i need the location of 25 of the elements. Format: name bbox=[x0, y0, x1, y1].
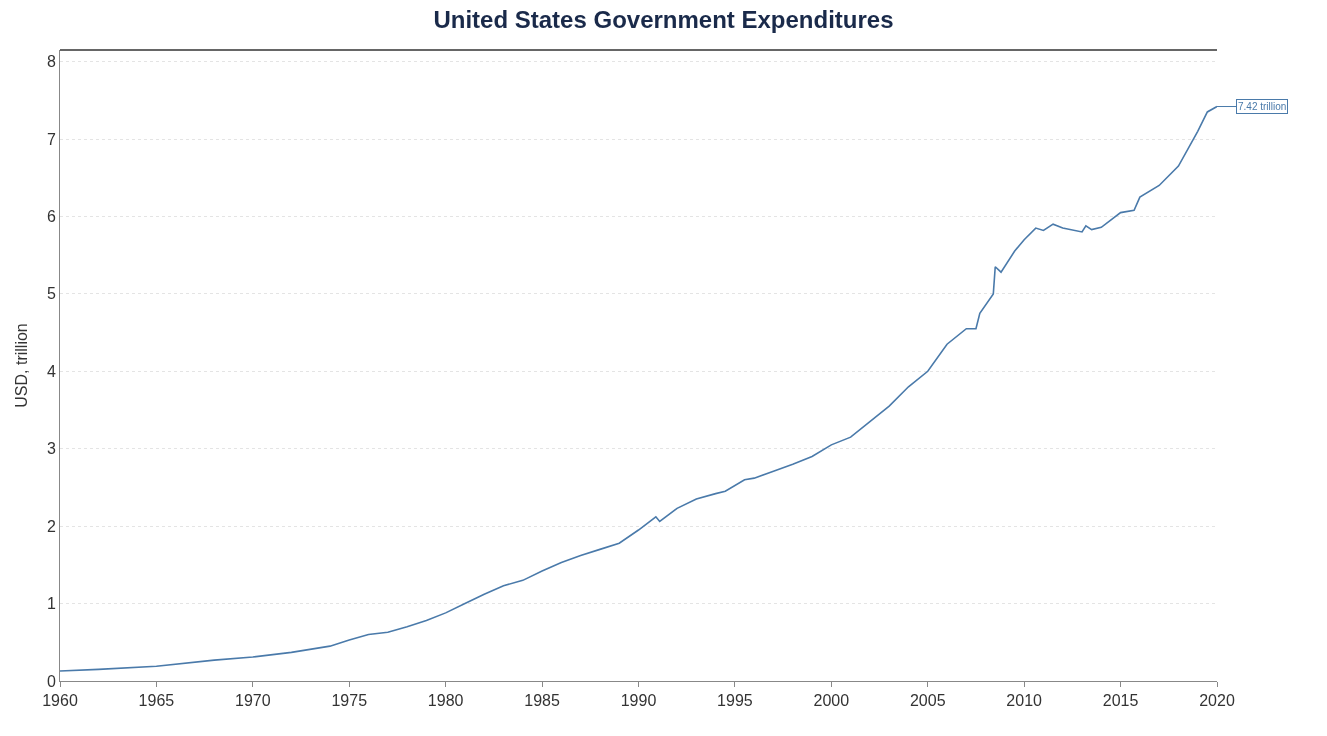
x-tick-label: 2010 bbox=[1006, 692, 1043, 710]
y-tick-label: 7 bbox=[46, 130, 56, 148]
annotation: 7.42 trillion bbox=[1238, 101, 1287, 112]
x-tick-label: 1975 bbox=[331, 692, 368, 710]
y-tick-label: 6 bbox=[46, 208, 56, 226]
y-axis-title: USD, trillion bbox=[12, 323, 30, 408]
y-tick-label: 4 bbox=[46, 362, 56, 380]
x-tick-label: 1960 bbox=[42, 692, 78, 710]
y-tick-label: 1 bbox=[46, 595, 56, 613]
x-tick-label: 2000 bbox=[813, 692, 850, 710]
chart-title: United States Government Expenditures bbox=[433, 5, 894, 33]
y-tick-label: 2 bbox=[46, 517, 56, 535]
x-tick-label: 2020 bbox=[1199, 692, 1235, 710]
y-tick-label: 0 bbox=[46, 672, 56, 690]
y-tick-label: 5 bbox=[46, 285, 56, 303]
x-tick-label: 1990 bbox=[620, 692, 657, 710]
y-tick-label: 8 bbox=[46, 53, 56, 71]
x-tick-label: 2005 bbox=[909, 692, 946, 710]
y-tick-label: 3 bbox=[46, 440, 56, 458]
x-tick-label: 1985 bbox=[524, 692, 560, 710]
x-tick-label: 1995 bbox=[717, 692, 753, 710]
x-tick-label: 2015 bbox=[1102, 692, 1139, 710]
x-tick-label: 1970 bbox=[235, 692, 271, 710]
x-tick-label: 1980 bbox=[427, 692, 464, 710]
x-tick-label: 1965 bbox=[138, 692, 175, 710]
